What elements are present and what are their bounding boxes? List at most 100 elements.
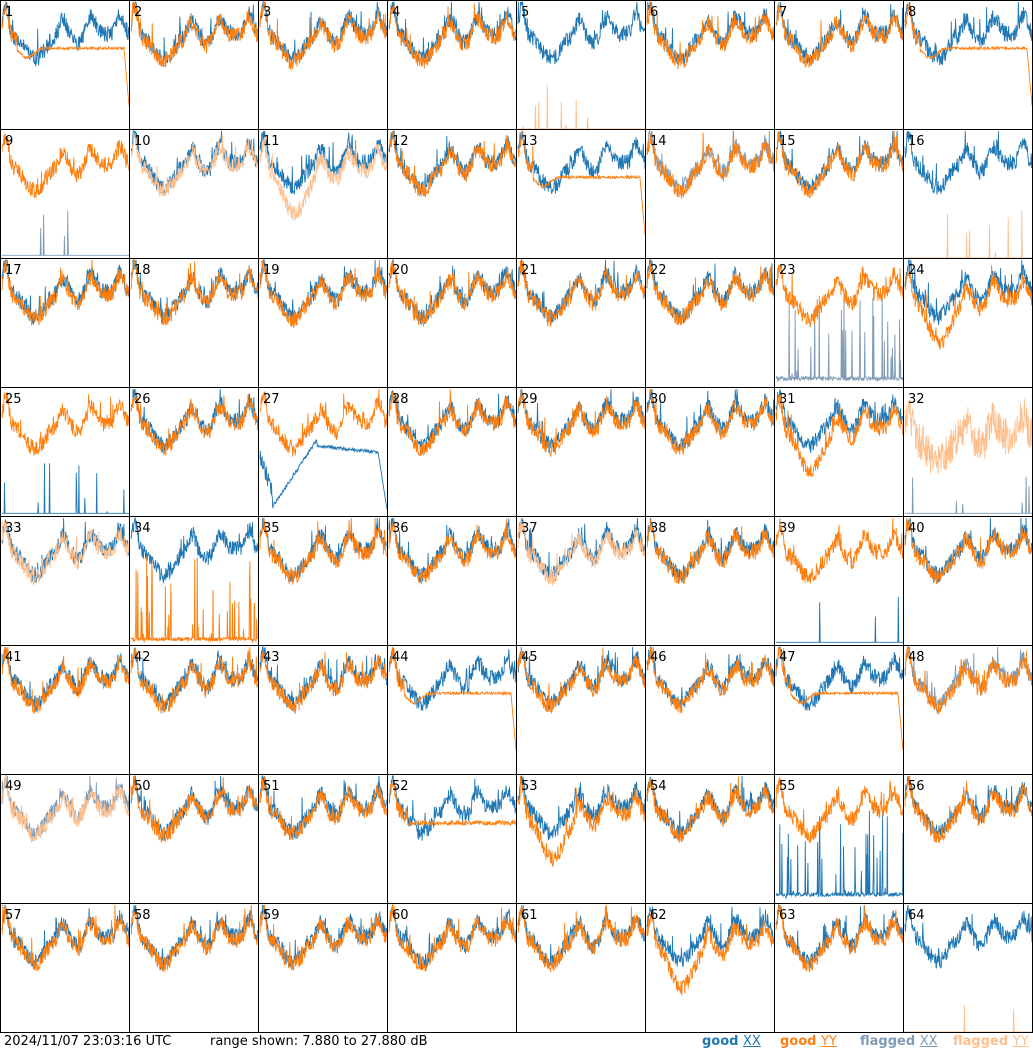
panel-19-label: 19	[263, 263, 280, 278]
panel-50-yy-line	[130, 775, 258, 844]
panel-2-xx-line	[130, 1, 258, 68]
panel-54: 54	[645, 774, 775, 904]
panel-41-label: 41	[5, 650, 22, 665]
panel-29-yy-line	[517, 389, 645, 457]
panel-16: 16	[903, 129, 1033, 259]
panel-44: 44	[387, 645, 517, 775]
panel-52-xx-line	[388, 775, 516, 841]
panel-24: 24	[903, 258, 1033, 388]
legend-flagged-xx-suffix: XX	[919, 1034, 938, 1049]
panel-1-label: 1	[5, 5, 13, 20]
panel-4-yy-line	[388, 3, 516, 69]
panel-24-label: 24	[908, 263, 925, 278]
panel-31-yy-line	[775, 393, 903, 478]
panel-52-label: 52	[392, 779, 409, 794]
panel-18-label: 18	[134, 263, 151, 278]
panel-45-xx-line	[517, 646, 645, 712]
panel-33: 33	[0, 516, 130, 646]
panel-32-yy-line	[904, 398, 1032, 474]
legend-good-xx-suffix: XX	[743, 1034, 761, 1049]
panel-30-yy-line	[646, 388, 774, 455]
panel-11: 11	[258, 129, 388, 259]
panel-8: 8	[903, 0, 1033, 130]
panel-28-yy-line	[388, 388, 516, 456]
panel-21-yy-line	[517, 260, 645, 327]
panel-37-yy-line	[517, 517, 645, 586]
panel-30-label: 30	[650, 392, 667, 407]
legend-flagged-xx-label: flagged	[860, 1034, 916, 1049]
panel-9-border	[0, 129, 130, 259]
panel-58-yy-line	[130, 904, 258, 972]
panel-44-yy-line	[388, 646, 516, 751]
panel-26-xx-line	[130, 388, 258, 453]
timestamp: 2024/11/07 23:03:16 UTC	[4, 1034, 172, 1049]
panel-53-label: 53	[521, 779, 538, 794]
panel-53: 53	[516, 774, 646, 904]
panel-26-label: 26	[134, 392, 151, 407]
panel-15: 15	[774, 129, 904, 259]
panel-37: 37	[516, 516, 646, 646]
panel-10: 10	[129, 129, 259, 259]
panel-13-label: 13	[521, 134, 538, 149]
panel-59-label: 59	[263, 908, 280, 923]
panel-9-yy-line	[1, 133, 129, 199]
panel-46-label: 46	[650, 650, 667, 665]
panel-14-yy-line	[646, 130, 774, 199]
panel-10-label: 10	[134, 134, 151, 149]
panel-41-yy-line	[1, 646, 129, 714]
panel-59: 59	[258, 903, 388, 1033]
panel-64-yy-line	[905, 1004, 1032, 1032]
panel-44-xx-line	[388, 647, 516, 711]
panel-20-yy-line	[388, 261, 516, 327]
panel-44-label: 44	[392, 650, 409, 665]
panel-42-label: 42	[134, 650, 151, 665]
panel-55-xx-line	[775, 810, 903, 899]
panel-45-yy-line	[517, 646, 645, 714]
panel-17: 17	[0, 258, 130, 388]
panel-54-yy-line	[646, 776, 774, 843]
panel-62-label: 62	[650, 908, 667, 923]
panel-15-label: 15	[779, 134, 796, 149]
panel-6-label: 6	[650, 5, 658, 20]
panel-63-yy-line	[775, 904, 903, 973]
range-shown: range shown: 7.880 to 27.880 dB	[210, 1034, 428, 1049]
panel-26: 26	[129, 387, 259, 517]
panel-41: 41	[0, 645, 130, 775]
panel-11-xx-line	[259, 130, 387, 195]
panel-47-yy-line	[775, 646, 903, 751]
panel-11-yy-line	[259, 135, 387, 221]
panel-1-xx-line	[1, 2, 129, 67]
panel-61-yy-line	[517, 904, 645, 973]
legend-good-yy-label: good	[780, 1034, 817, 1049]
legend-good-xx: good XX	[702, 1034, 761, 1049]
panel-2-label: 2	[134, 5, 142, 20]
panel-29: 29	[516, 387, 646, 517]
panel-60: 60	[387, 903, 517, 1033]
panel-27: 27	[258, 387, 388, 517]
panel-47-xx-line	[775, 646, 903, 712]
panel-57-yy-line	[1, 904, 129, 971]
panel-55-yy-line	[775, 777, 903, 845]
panel-63-label: 63	[779, 908, 796, 923]
panel-20: 20	[387, 258, 517, 388]
panel-8-label: 8	[908, 5, 916, 20]
panel-13-xx-line	[517, 130, 645, 194]
panel-22-yy-line	[646, 259, 774, 326]
panel-34-yy-line	[130, 556, 258, 644]
panel-48: 48	[903, 645, 1033, 775]
panel-11-label: 11	[263, 134, 280, 149]
panel-27-yy-line	[259, 388, 387, 457]
panel-7-label: 7	[779, 5, 787, 20]
panel-51-label: 51	[263, 779, 280, 794]
panel-55: 55	[774, 774, 904, 904]
panel-10-xx-line	[130, 130, 258, 196]
panel-9-xx-line	[2, 210, 129, 256]
panel-25-yy-line	[1, 392, 129, 456]
panel-63: 63	[774, 903, 904, 1033]
panel-7-yy-line	[775, 1, 903, 68]
panel-47: 47	[774, 645, 904, 775]
panel-5-xx-line	[517, 1, 645, 65]
panel-60-label: 60	[392, 908, 409, 923]
panel-10-yy-line	[130, 132, 258, 197]
panel-40: 40	[903, 516, 1033, 646]
